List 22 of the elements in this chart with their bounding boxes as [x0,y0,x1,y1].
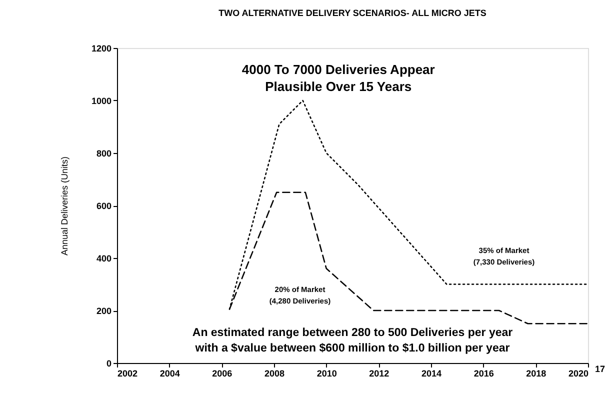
x-tick-label: 2006 [212,368,232,378]
x-tick-label: 2012 [369,368,390,378]
x-tick-label: 2010 [316,368,337,378]
y-tick-label: 800 [96,148,112,158]
y-tick-label: 1200 [91,44,112,54]
annotation: An estimated range between 280 to 500 Deliveries per year with a $value between $600 million to $1.0 billion per year [192,327,514,354]
x-tick-label: 2008 [264,368,285,378]
annotation: 4000 To 7000 Deliveries Appear Plausible Over 15 Years [242,62,435,94]
chart-title: TWO ALTERNATIVE DELIVERY SCENARIOS- ALL MICRO JETS [218,8,486,18]
x-tick-label: 2016 [474,368,494,378]
x-tick-label: 2014 [421,368,442,378]
y-tick-label: 600 [96,201,112,211]
y-tick-label: 400 [96,254,112,264]
x-tick-label: 2018 [526,368,546,378]
x-tick-label: 2004 [160,368,180,378]
y-tick-label: 1000 [91,96,112,106]
y-tick-label: 0 [106,358,112,368]
y-axis-title: Annual Deliveries (Units) [59,156,70,256]
x-tick-label: 2020 [568,368,588,378]
text: 17 [594,364,606,374]
y-tick-label: 200 [96,306,112,316]
x-tick-label: 2002 [118,368,138,378]
